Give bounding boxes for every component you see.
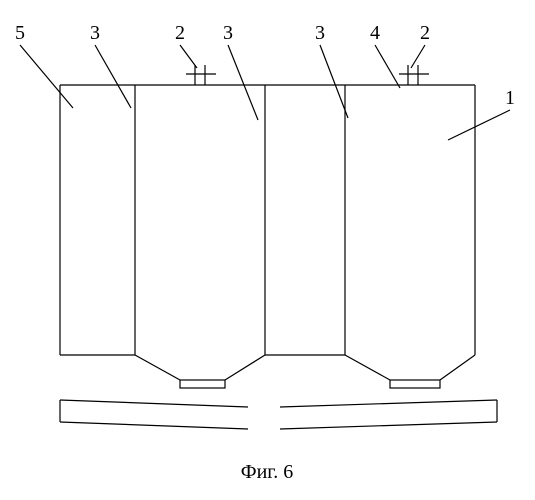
svg-text:5: 5 [15,22,25,44]
svg-text:1: 1 [505,87,515,109]
figure-caption: Фиг. 6 [241,461,293,483]
svg-text:4: 4 [370,22,380,44]
drawing-group: 5 3 2 3 3 4 2 1 [15,22,515,429]
svg-text:3: 3 [315,22,325,44]
svg-text:2: 2 [175,22,185,44]
svg-text:3: 3 [223,22,233,44]
svg-text:2: 2 [420,22,430,44]
technical-diagram: 5 3 2 3 3 4 2 1 Фиг. 6 [0,0,535,500]
svg-text:3: 3 [90,22,100,44]
